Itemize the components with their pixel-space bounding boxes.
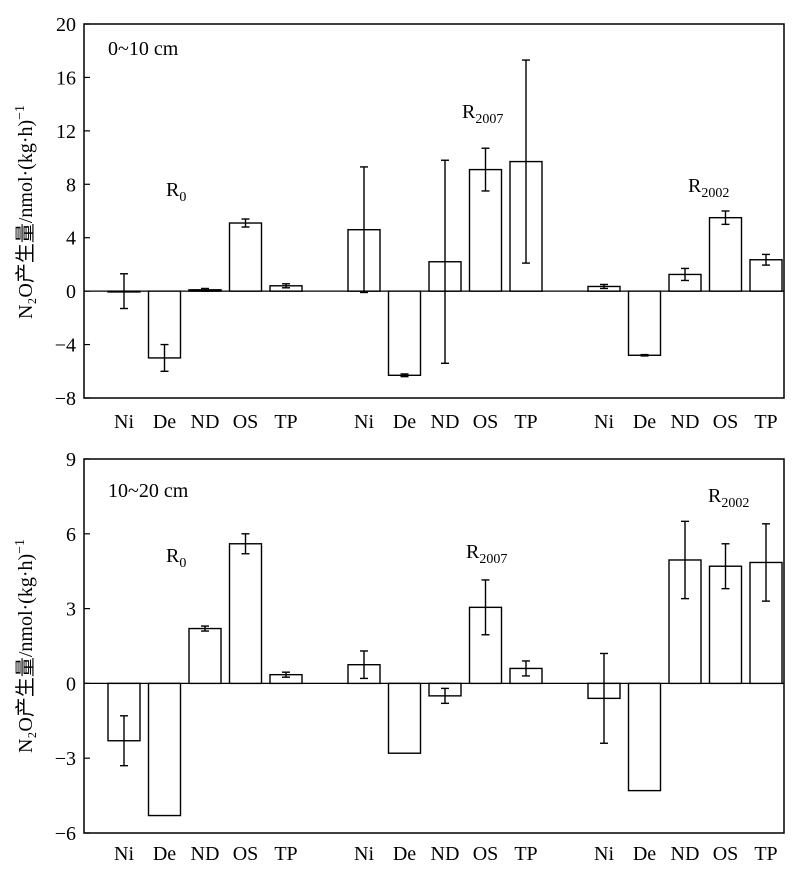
category-label: OS xyxy=(233,843,259,865)
category-label: De xyxy=(393,411,416,433)
panel-depth-label: 0~10 cm xyxy=(108,38,179,60)
group-label: R0 xyxy=(166,545,186,571)
panel-bottom: −6 −3 0 3 6 9 N₂O产生量/nmol·(kg·h)−1 10~20 cm Ni De… xyxy=(13,449,785,865)
y-tick-label: 0 xyxy=(66,281,76,303)
category-label: Ni xyxy=(354,411,374,433)
category-label: Ni xyxy=(594,411,614,433)
y-tick-label: 9 xyxy=(66,449,76,471)
category-label: TP xyxy=(274,843,297,865)
group-label-main: R xyxy=(688,175,702,197)
group-label: R2007 xyxy=(466,541,507,567)
category-label: OS xyxy=(713,843,739,865)
y-tick-label: 0 xyxy=(66,673,76,695)
category-label: De xyxy=(393,843,416,865)
y-axis-label-exp: −1 xyxy=(13,539,28,554)
group-label-main: R xyxy=(166,545,180,567)
bar xyxy=(387,682,422,754)
plot-frame xyxy=(83,458,785,834)
y-tick-label: 4 xyxy=(66,228,76,250)
y-tick-label: 8 xyxy=(66,174,76,196)
panel-top: −8 −4 0 4 8 12 16 20 N₂O产生量/nmol·(kg·h)−1 0~10 cm… xyxy=(13,14,785,433)
y-axis-label: N₂O产生量/nmol·(kg·h)−1 xyxy=(13,539,37,753)
bar xyxy=(708,216,743,292)
category-label: TP xyxy=(754,411,777,433)
y-axis-label-main: N₂O产生量/nmol·(kg·h) xyxy=(14,554,37,753)
category-label: ND xyxy=(671,843,700,865)
y-tick-label: 3 xyxy=(66,599,76,621)
category-label: OS xyxy=(473,411,499,433)
y-tick-label: −6 xyxy=(55,823,76,845)
group-label: R2002 xyxy=(688,175,729,201)
category-label: OS xyxy=(713,411,739,433)
bar xyxy=(147,682,182,817)
panel-depth-label: 10~20 cm xyxy=(108,480,189,502)
category-label: OS xyxy=(473,843,499,865)
category-label: TP xyxy=(754,843,777,865)
y-axis-label-exp: −1 xyxy=(13,105,28,120)
group-label: R2007 xyxy=(462,101,503,127)
group-label-sub: 2007 xyxy=(479,552,507,567)
group-label-sub: 0 xyxy=(179,190,186,205)
category-label: Ni xyxy=(114,843,134,865)
category-label: De xyxy=(153,411,176,433)
y-tick-label: −8 xyxy=(55,388,76,410)
category-label: TP xyxy=(514,411,537,433)
group-label-sub: 2002 xyxy=(701,186,729,201)
category-label: ND xyxy=(191,843,220,865)
category-label: OS xyxy=(233,411,259,433)
category-label: De xyxy=(153,843,176,865)
bar xyxy=(228,543,263,685)
y-tick-label: −4 xyxy=(55,335,76,357)
group-label-main: R xyxy=(466,541,480,563)
group-label: R0 xyxy=(166,179,186,205)
category-label: ND xyxy=(671,411,700,433)
group-label: R2002 xyxy=(708,485,749,511)
category-label: Ni xyxy=(354,843,374,865)
y-tick-label: 12 xyxy=(56,121,76,143)
group-label-main: R xyxy=(166,179,180,201)
category-label: Ni xyxy=(114,411,134,433)
bar xyxy=(188,627,222,685)
category-label: TP xyxy=(514,843,537,865)
y-axis-label-main: N₂O产生量/nmol·(kg·h) xyxy=(14,120,37,319)
y-tick-label: 6 xyxy=(66,524,76,546)
y-tick-label: 16 xyxy=(56,67,76,89)
category-label: ND xyxy=(191,411,220,433)
plot-frame xyxy=(83,23,785,399)
group-label-main: R xyxy=(462,101,476,123)
bar xyxy=(387,290,422,376)
bar xyxy=(627,290,662,356)
category-label: De xyxy=(633,843,656,865)
bar xyxy=(228,222,263,292)
category-label: De xyxy=(633,411,656,433)
group-label-sub: 2002 xyxy=(721,496,749,511)
category-label: ND xyxy=(431,411,460,433)
category-label: Ni xyxy=(594,843,614,865)
group-label-sub: 0 xyxy=(179,556,186,571)
category-label: ND xyxy=(431,843,460,865)
category-label: TP xyxy=(274,411,297,433)
group-label-sub: 2007 xyxy=(475,112,503,127)
y-tick-label: −3 xyxy=(55,748,76,770)
group-label-main: R xyxy=(708,485,722,507)
y-tick-label: 20 xyxy=(56,14,76,36)
y-axis-label: N₂O产生量/nmol·(kg·h)−1 xyxy=(13,105,37,319)
bar xyxy=(627,682,662,792)
